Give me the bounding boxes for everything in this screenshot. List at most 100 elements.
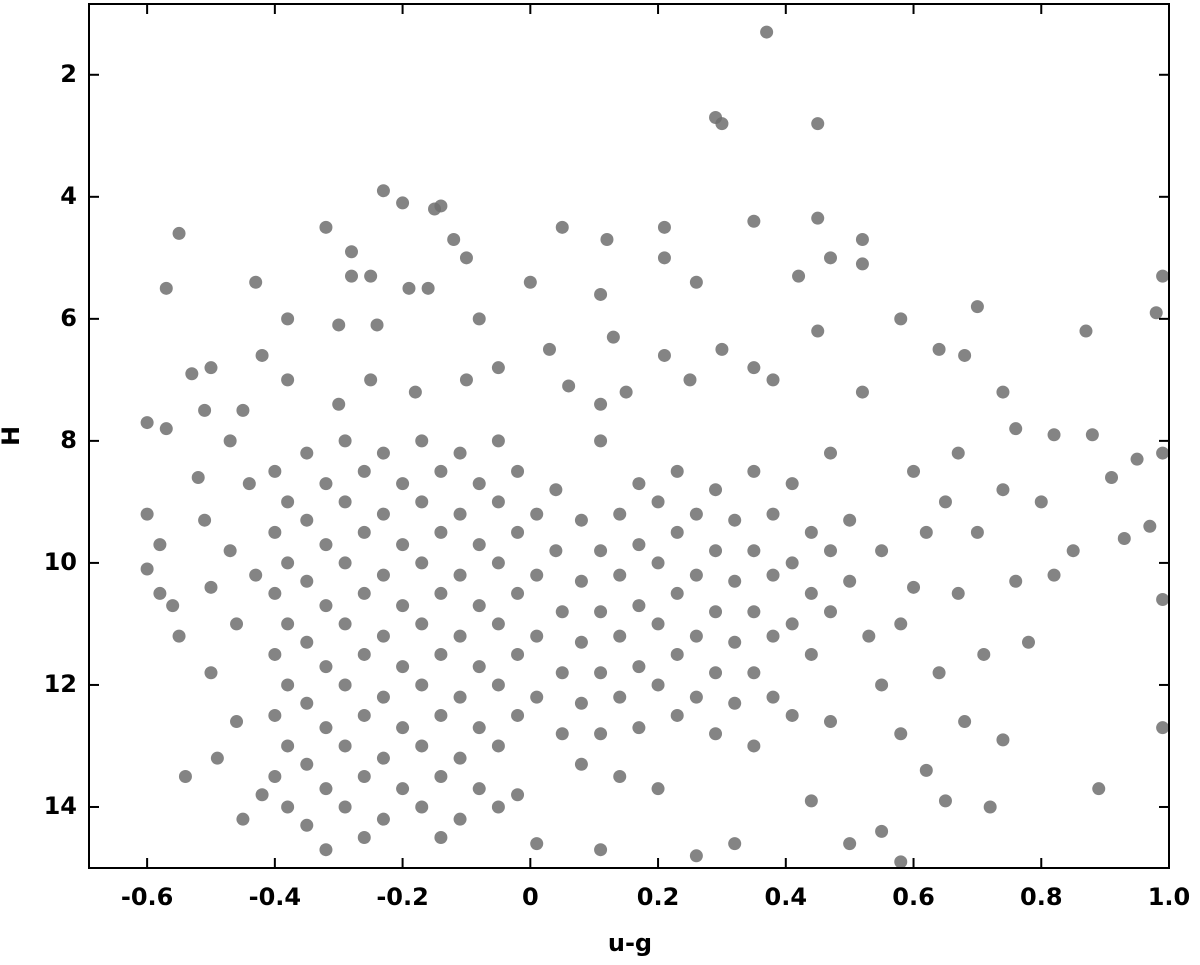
point: [785, 617, 799, 631]
point: [491, 617, 505, 631]
point: [1034, 495, 1048, 509]
point: [875, 678, 889, 692]
point: [415, 800, 429, 814]
point: [338, 739, 352, 753]
point: [594, 605, 608, 619]
point: [281, 800, 295, 814]
point: [268, 586, 282, 600]
point: [594, 434, 608, 448]
point: [1021, 635, 1035, 649]
point: [370, 318, 384, 332]
point: [453, 629, 467, 643]
point: [728, 837, 742, 851]
point: [855, 257, 869, 271]
point: [843, 837, 857, 851]
point: [574, 574, 588, 588]
point: [223, 544, 237, 558]
point: [919, 763, 933, 777]
point: [230, 715, 244, 729]
point: [1149, 306, 1163, 320]
point: [357, 647, 371, 661]
point: [1085, 428, 1099, 442]
point: [249, 275, 263, 289]
point: [338, 495, 352, 509]
point: [511, 708, 525, 722]
point: [376, 568, 390, 582]
point: [970, 300, 984, 314]
point: [453, 751, 467, 765]
point: [804, 647, 818, 661]
point: [210, 751, 224, 765]
point: [530, 837, 544, 851]
point: [843, 513, 857, 527]
point: [376, 507, 390, 521]
point: [300, 696, 314, 710]
point: [376, 751, 390, 765]
point: [613, 629, 627, 643]
point: [855, 385, 869, 399]
point: [1047, 568, 1061, 582]
point: [223, 434, 237, 448]
point: [434, 464, 448, 478]
point: [875, 544, 889, 558]
point: [1105, 470, 1119, 484]
point: [268, 769, 282, 783]
point: [319, 477, 333, 491]
point: [728, 635, 742, 649]
point: [472, 660, 486, 674]
point: [594, 397, 608, 411]
point: [594, 544, 608, 558]
y-axis-label: H: [0, 426, 25, 446]
point: [574, 513, 588, 527]
point: [932, 666, 946, 680]
point: [364, 373, 378, 387]
point: [747, 605, 761, 619]
point: [651, 495, 665, 509]
point: [747, 361, 761, 375]
point: [402, 281, 416, 295]
point: [996, 385, 1010, 399]
point: [204, 580, 218, 594]
point: [332, 318, 346, 332]
point: [511, 464, 525, 478]
point: [396, 599, 410, 613]
point: [491, 495, 505, 509]
point: [932, 342, 946, 356]
point: [255, 788, 269, 802]
point: [594, 287, 608, 301]
point: [140, 416, 154, 430]
point: [153, 586, 167, 600]
point: [811, 211, 825, 225]
point: [747, 464, 761, 478]
point: [785, 556, 799, 570]
point: [523, 275, 537, 289]
point: [396, 782, 410, 796]
point: [491, 739, 505, 753]
point: [530, 507, 544, 521]
point: [338, 556, 352, 570]
point: [670, 464, 684, 478]
point: [453, 568, 467, 582]
point: [511, 525, 525, 539]
point: [447, 233, 461, 247]
point: [894, 312, 908, 326]
point: [159, 422, 173, 436]
point: [824, 446, 838, 460]
point: [511, 586, 525, 600]
point: [242, 477, 256, 491]
point: [670, 586, 684, 600]
point: [632, 538, 646, 552]
x-tick-label: -0.2: [376, 883, 428, 911]
point: [178, 769, 192, 783]
point: [555, 727, 569, 741]
point: [804, 525, 818, 539]
point: [855, 233, 869, 247]
point: [376, 446, 390, 460]
point: [300, 574, 314, 588]
point: [415, 495, 429, 509]
point: [376, 629, 390, 643]
point: [491, 800, 505, 814]
point: [632, 721, 646, 735]
x-axis-label: u-g: [608, 929, 652, 957]
